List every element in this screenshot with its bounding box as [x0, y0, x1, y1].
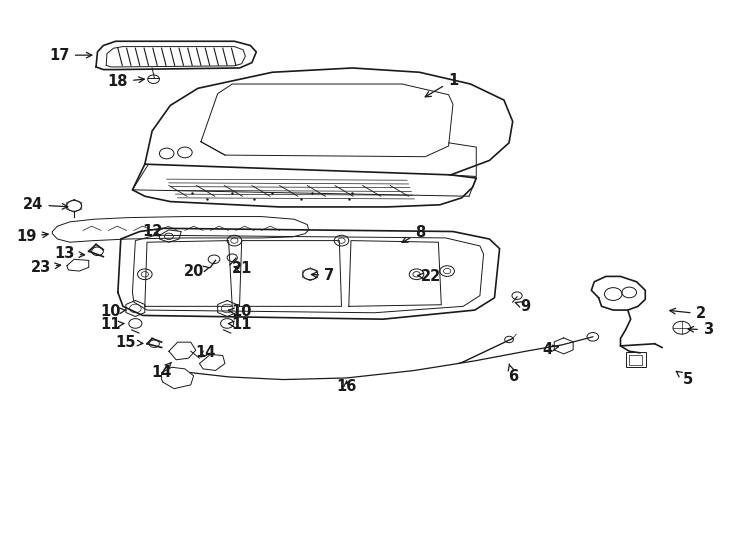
Text: 14: 14	[151, 362, 172, 380]
Text: 18: 18	[108, 75, 145, 90]
Text: 2: 2	[670, 306, 705, 321]
Text: 21: 21	[231, 261, 252, 276]
Text: 4: 4	[542, 342, 559, 356]
Text: 24: 24	[23, 197, 68, 212]
Bar	[625, 352, 646, 367]
Text: 11: 11	[101, 317, 124, 332]
Text: 13: 13	[54, 246, 84, 261]
Bar	[629, 355, 642, 365]
Text: 6: 6	[508, 364, 517, 384]
Text: 10: 10	[101, 304, 126, 319]
Text: 3: 3	[688, 322, 713, 338]
Text: 16: 16	[336, 379, 357, 394]
Text: 5: 5	[676, 372, 693, 387]
Text: 20: 20	[184, 264, 209, 279]
Text: 17: 17	[49, 48, 92, 63]
Text: 7: 7	[311, 268, 334, 283]
Text: 12: 12	[142, 224, 162, 239]
Text: 14: 14	[195, 346, 216, 360]
Text: 10: 10	[228, 304, 252, 319]
Text: 22: 22	[418, 269, 441, 284]
Text: 9: 9	[515, 299, 531, 314]
Text: 1: 1	[425, 73, 458, 97]
Text: 11: 11	[228, 317, 252, 332]
Text: 15: 15	[115, 335, 143, 350]
Text: 23: 23	[31, 260, 60, 275]
Text: 19: 19	[16, 230, 48, 245]
Text: 8: 8	[402, 225, 425, 242]
